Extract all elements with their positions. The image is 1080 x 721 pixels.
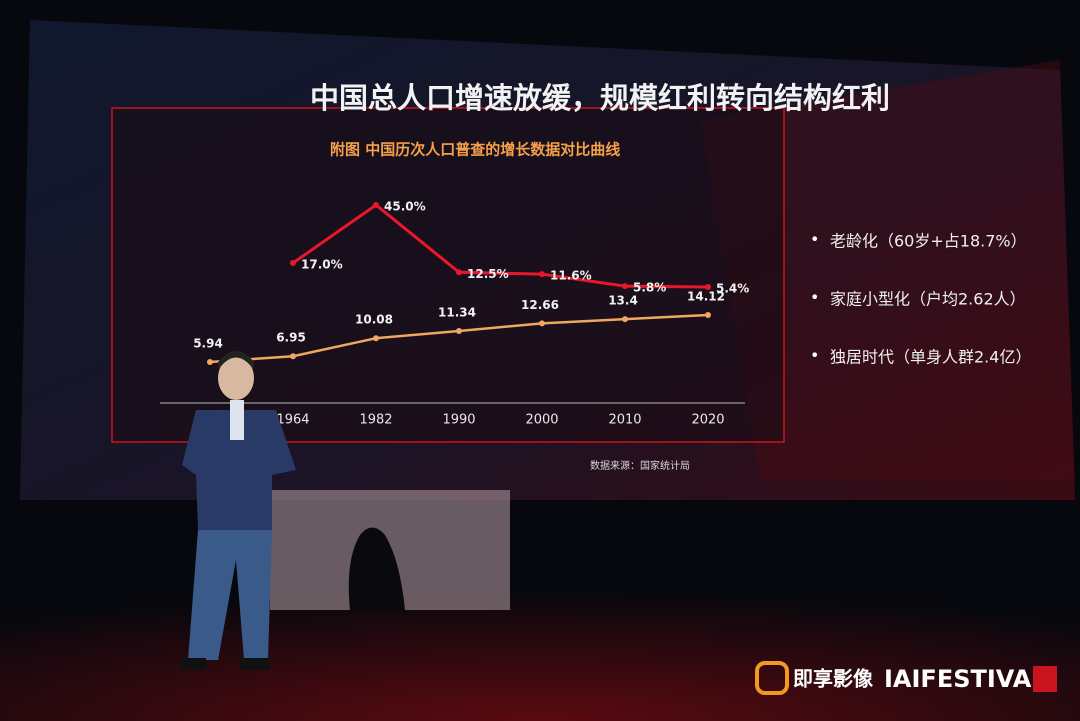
point bbox=[290, 259, 296, 266]
logo-seal bbox=[1033, 666, 1057, 692]
stage-floor bbox=[0, 560, 1080, 721]
bullet-dot: • bbox=[810, 288, 819, 307]
data-label: 5.8% bbox=[633, 281, 666, 295]
series-line bbox=[292, 203, 709, 289]
data-label: 10.08 bbox=[355, 313, 393, 327]
bullet: 家庭小型化（户均2.62人） bbox=[830, 290, 1026, 309]
slide-title: 中国总人口增速放缓，规模红利转向结构红利 bbox=[310, 81, 890, 115]
point bbox=[373, 202, 379, 208]
data-label: 17.0% bbox=[301, 257, 343, 271]
data-label: 5.4% bbox=[716, 282, 749, 296]
audience-shadow bbox=[348, 527, 405, 610]
x-tick-label: 2020 bbox=[691, 413, 724, 428]
chart-title: 附图 中国历次人口普查的增长数据对比曲线 bbox=[330, 141, 620, 159]
data-label: 45.0% bbox=[384, 200, 426, 214]
data-label: 13.4 bbox=[608, 294, 638, 308]
logo-icon bbox=[755, 661, 789, 695]
data-label: 11.34 bbox=[438, 305, 476, 319]
bullet-dot: • bbox=[810, 346, 819, 365]
point bbox=[622, 283, 628, 290]
x-tick-label: 2000 bbox=[525, 413, 558, 428]
bullet: 独居时代（单身人群2.4亿） bbox=[830, 348, 1031, 367]
bullet-dot: • bbox=[810, 230, 819, 249]
bullet: 老龄化（60岁+占18.7%） bbox=[830, 232, 1027, 251]
point bbox=[207, 359, 213, 365]
data-label: 5.94 bbox=[193, 337, 223, 351]
point bbox=[373, 335, 379, 342]
point bbox=[622, 316, 628, 323]
logo: IAIFESTIVAL bbox=[884, 665, 1047, 693]
x-tick-label: 1990 bbox=[442, 413, 475, 428]
x-tick-label: 1964 bbox=[276, 413, 309, 428]
screen-glow bbox=[700, 60, 1075, 480]
source: 数据来源：国家统计局 bbox=[590, 459, 690, 472]
point bbox=[539, 320, 545, 327]
logo: 即享影像 bbox=[793, 667, 874, 691]
point bbox=[456, 269, 462, 276]
chart: 1964 1982 1990 2000 2010 2020 17.0% 45.0% 12.5% 1… bbox=[193, 200, 749, 428]
data-label: 14.12 bbox=[687, 290, 725, 304]
data-label: 12.5% bbox=[467, 267, 509, 281]
point bbox=[705, 284, 711, 290]
point bbox=[456, 327, 462, 334]
x-tick-label: 1982 bbox=[359, 413, 392, 428]
point bbox=[705, 312, 711, 318]
x-tick-label: 2010 bbox=[608, 413, 641, 428]
speaker bbox=[180, 351, 296, 670]
data-label: 11.6% bbox=[550, 269, 592, 283]
point bbox=[539, 271, 545, 278]
point bbox=[290, 353, 296, 360]
data-label: 12.66 bbox=[521, 298, 559, 312]
data-label: 6.95 bbox=[276, 331, 306, 345]
